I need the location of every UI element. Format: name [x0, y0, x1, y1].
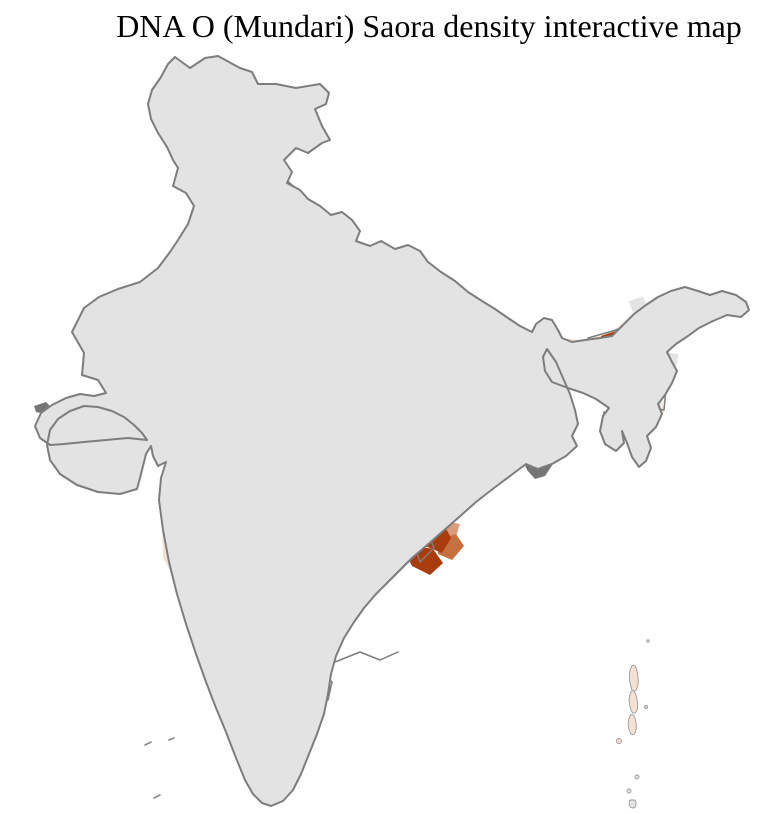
map-title: DNA O (Mundari) Saora density interactiv…	[116, 8, 742, 44]
lakshadweep-islands[interactable]	[144, 737, 175, 799]
andaman-nicobar-islands[interactable]	[616, 639, 650, 809]
andaman-island-south[interactable]	[627, 713, 637, 736]
andaman-islet-2[interactable]	[644, 705, 648, 709]
andaman-islet-3[interactable]	[646, 639, 650, 643]
andaman-islet-1[interactable]	[616, 738, 622, 744]
lakshadweep-islet-1[interactable]	[144, 741, 152, 746]
nicobar-island-2[interactable]	[626, 788, 632, 794]
lakshadweep-islet-2[interactable]	[168, 737, 175, 741]
andaman-island-middle[interactable]	[628, 690, 639, 714]
nicobar-island-3[interactable]	[628, 799, 637, 809]
lakshadweep-islet-3[interactable]	[153, 794, 161, 799]
andaman-island-north[interactable]	[628, 664, 639, 692]
coastline	[34, 55, 750, 807]
nicobar-island-1[interactable]	[634, 774, 640, 780]
